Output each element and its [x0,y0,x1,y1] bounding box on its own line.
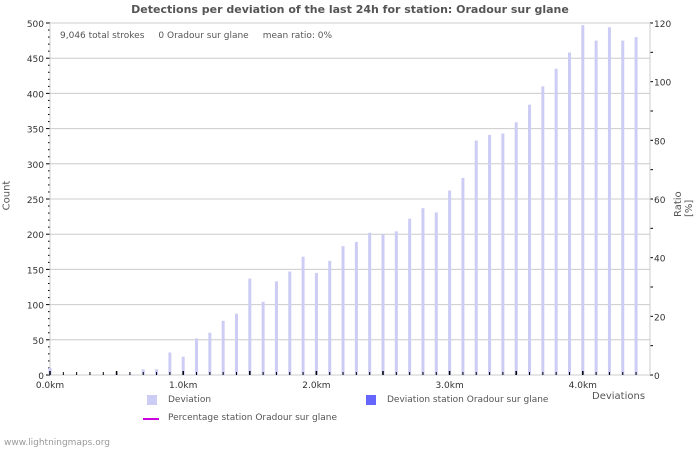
svg-text:0.0km: 0.0km [36,381,64,391]
svg-text:4.0km: 4.0km [569,381,597,391]
x-axis-label: Deviations [592,391,646,402]
svg-text:50: 50 [33,337,45,347]
svg-text:200: 200 [27,231,44,241]
legend-swatch-deviation-station [366,395,376,405]
y-axis-label-right: Ratio [%] [673,191,695,217]
svg-text:80: 80 [654,137,666,147]
svg-text:20: 20 [654,313,666,323]
svg-text:350: 350 [27,126,44,136]
svg-text:3.0km: 3.0km [435,381,463,391]
svg-text:500: 500 [27,20,44,30]
legend-label-percentage: Percentage station Oradour sur glane [168,413,338,423]
svg-text:120: 120 [654,20,671,30]
svg-text:300: 300 [27,161,44,171]
svg-text:60: 60 [654,196,666,206]
svg-text:40: 40 [654,255,666,265]
legend-line-percentage [143,418,159,420]
svg-text:2.0km: 2.0km [302,381,330,391]
svg-text:0: 0 [38,372,44,382]
y-axis-label-left: Count [1,180,13,211]
footer-link[interactable]: www.lightningmaps.org [4,438,110,448]
svg-text:250: 250 [27,196,44,206]
total-strokes: 9,046 total strokes [60,31,145,41]
station-strokes: 0 Oradour sur glane [158,31,249,41]
svg-text:400: 400 [27,90,44,100]
legend-swatch-deviation [147,395,157,405]
info-bar: 9,046 total strokes 0 Oradour sur glane me… [60,31,346,41]
chart-title: Detections per deviation of the last 24h… [131,3,569,16]
legend-label-deviation-station: Deviation station Oradour sur glane [387,395,549,405]
svg-text:100: 100 [654,79,671,89]
mean-ratio: mean ratio: 0% [262,31,333,41]
svg-text:100: 100 [27,302,44,312]
legend-label-deviation: Deviation [168,395,212,405]
svg-text:150: 150 [27,266,44,276]
svg-text:450: 450 [27,55,44,65]
svg-text:0: 0 [654,372,660,382]
svg-text:1.0km: 1.0km [169,381,197,391]
